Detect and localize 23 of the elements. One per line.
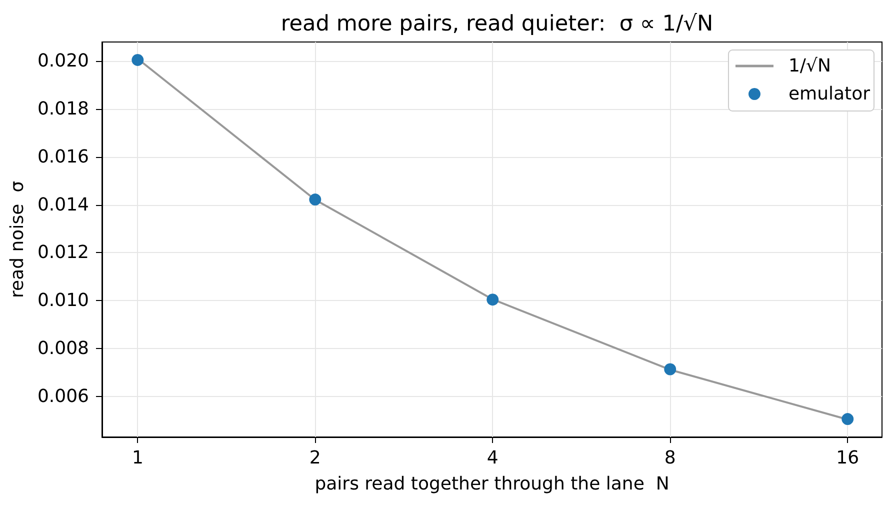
y-tick-label: 0.006 <box>37 386 89 407</box>
y-tick-label: 0.018 <box>37 98 89 120</box>
legend-label: emulator <box>788 84 871 104</box>
y-tick-label: 0.012 <box>37 242 89 264</box>
point <box>842 413 854 426</box>
x-tick-label: 4 <box>486 448 498 468</box>
y-axis-title: read noise σ <box>7 181 28 298</box>
point <box>309 194 322 206</box>
legend-label: 1/√N <box>788 56 831 76</box>
point <box>486 294 499 306</box>
x-axis-title: pairs read together through the lane N <box>314 474 670 494</box>
x-tick-label: 16 <box>836 448 860 468</box>
y-tick-label: 0.016 <box>37 146 89 168</box>
point <box>664 363 676 376</box>
x-tick-label: 1 <box>132 448 144 468</box>
y-tick-label: 0.010 <box>37 290 89 312</box>
chart-title: read more pairs, read quieter: σ ∝ 1/√N <box>280 12 714 36</box>
x-tick-label: 2 <box>309 448 321 468</box>
y-tick-label: 0.008 <box>37 338 89 359</box>
point <box>132 54 144 66</box>
y-tick-label: 0.020 <box>37 50 89 72</box>
y-tick-label: 0.014 <box>37 194 89 216</box>
x-tick-label: 8 <box>664 448 676 468</box>
